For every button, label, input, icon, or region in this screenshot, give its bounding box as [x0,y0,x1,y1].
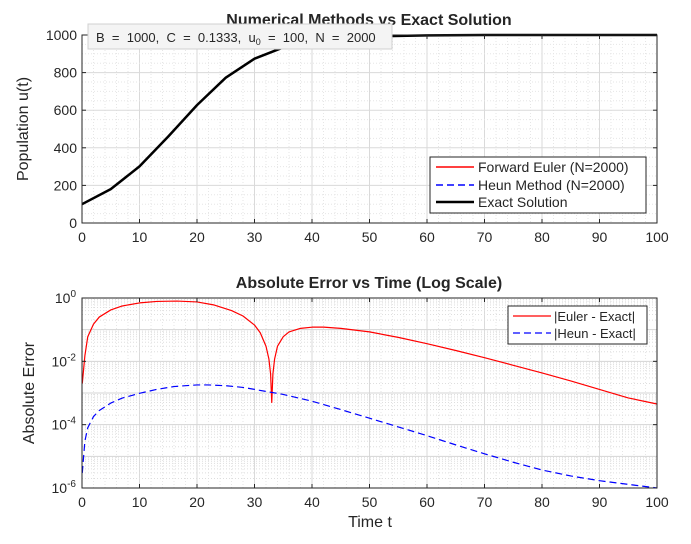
annotation-text: B = 1000, C = 0.1333, u0 = 100, N = 2000 [96,30,376,47]
bottom-legend-box [507,305,648,345]
x-tick-label: 70 [477,229,493,245]
x-tick-label: 90 [592,494,608,510]
y-tick-label: 10-6 [52,479,77,496]
x-tick-label: 0 [78,494,86,510]
x-tick-label: 40 [304,229,320,245]
legend-label-heun: Heun Method (N=2000) [478,177,625,193]
y-tick-label: 600 [54,102,78,118]
legend-label-euler-error: |Euler - Exact| [554,309,635,324]
x-tick-label: 40 [304,494,320,510]
x-tick-label: 100 [645,494,669,510]
x-tick-label: 80 [534,494,550,510]
x-tick-label: 30 [247,494,263,510]
bottom-legend: |Euler - Exact| |Heun - Exact| [507,305,648,345]
x-tick-label: 10 [132,229,148,245]
x-tick-label: 100 [645,229,669,245]
legend-label-exact: Exact Solution [478,194,568,210]
parameter-annotation: B = 1000, C = 0.1333, u0 = 100, N = 2000 [87,23,393,50]
legend-label-heun-error: |Heun - Exact| [554,326,636,341]
series-line-euler-error [81,300,658,405]
y-tick-label: 1000 [46,27,77,43]
x-tick-label: 20 [189,229,205,245]
bottom-x-axis-label: Time t [348,514,392,531]
x-tick-label: 80 [534,229,550,245]
y-tick-label: 0 [69,215,77,231]
y-tick-label: 10-4 [52,416,77,433]
x-tick-label: 20 [189,494,205,510]
bottom-series-lines [81,300,658,489]
x-tick-label: 50 [362,494,378,510]
bottom-ticks: 0 10 20 30 40 50 60 70 80 90 100 10-6 10-4 10-2 100 [52,289,669,510]
x-tick-label: 30 [247,229,263,245]
y-tick-label: 800 [54,65,78,81]
x-tick-label: 90 [592,229,608,245]
top-chart: 0 10 20 30 40 50 60 70 80 90 10002004006008001000 … [15,12,669,245]
bottom-y-axis-label: Absolute Error [21,341,38,444]
top-y-axis-label: Population u(t) [15,77,32,181]
x-tick-label: 70 [477,494,493,510]
x-tick-label: 60 [419,229,435,245]
legend-label-euler: Forward Euler (N=2000) [478,159,629,175]
x-tick-label: 0 [78,229,86,245]
x-tick-label: 60 [419,494,435,510]
y-tick-label: 200 [54,177,78,193]
y-tick-label: 10-2 [52,352,77,369]
x-tick-label: 50 [362,229,378,245]
x-tick-label: 10 [132,494,148,510]
y-tick-label: 400 [54,140,78,156]
bottom-chart: 0 10 20 30 40 50 60 70 80 90 100 10-6 10-4 10-2 100 Ab… [21,275,669,531]
y-tick-label: 100 [55,289,77,306]
top-legend: Forward Euler (N=2000) Heun Method (N=20… [429,156,647,214]
bottom-chart-title: Absolute Error vs Time (Log Scale) [236,275,502,292]
annotation-box [87,23,393,50]
series-line-heun-error [81,384,658,489]
